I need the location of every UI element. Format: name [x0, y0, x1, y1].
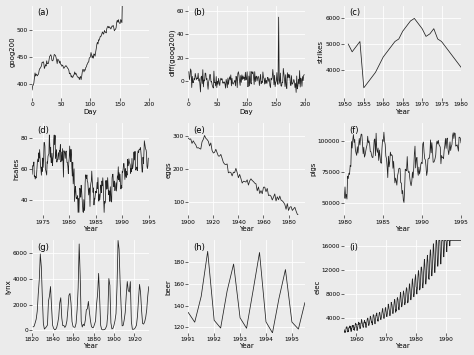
Text: (i): (i) — [349, 243, 358, 252]
X-axis label: Year: Year — [239, 226, 254, 232]
Text: (d): (d) — [37, 126, 49, 135]
X-axis label: Year: Year — [83, 226, 98, 232]
Text: (c): (c) — [349, 8, 360, 17]
Y-axis label: pigs: pigs — [310, 162, 317, 176]
Text: (e): (e) — [193, 126, 205, 135]
X-axis label: Day: Day — [83, 109, 97, 115]
X-axis label: Day: Day — [240, 109, 254, 115]
Text: (a): (a) — [37, 8, 48, 17]
Y-axis label: hsales: hsales — [13, 158, 19, 180]
Text: (b): (b) — [193, 8, 205, 17]
Y-axis label: goog200: goog200 — [9, 37, 15, 67]
Text: (h): (h) — [193, 243, 205, 252]
Y-axis label: elec: elec — [314, 279, 320, 294]
Y-axis label: lynx: lynx — [6, 279, 11, 294]
Y-axis label: eggs: eggs — [165, 161, 172, 178]
Y-axis label: diff(goog200): diff(goog200) — [169, 28, 175, 76]
X-axis label: Year: Year — [395, 109, 410, 115]
Y-axis label: beer: beer — [165, 279, 172, 295]
X-axis label: Year: Year — [239, 343, 254, 349]
X-axis label: Year: Year — [395, 226, 410, 232]
Y-axis label: strikes: strikes — [318, 40, 324, 63]
Text: (g): (g) — [37, 243, 49, 252]
X-axis label: Year: Year — [395, 343, 410, 349]
Text: (f): (f) — [349, 126, 358, 135]
X-axis label: Year: Year — [83, 343, 98, 349]
